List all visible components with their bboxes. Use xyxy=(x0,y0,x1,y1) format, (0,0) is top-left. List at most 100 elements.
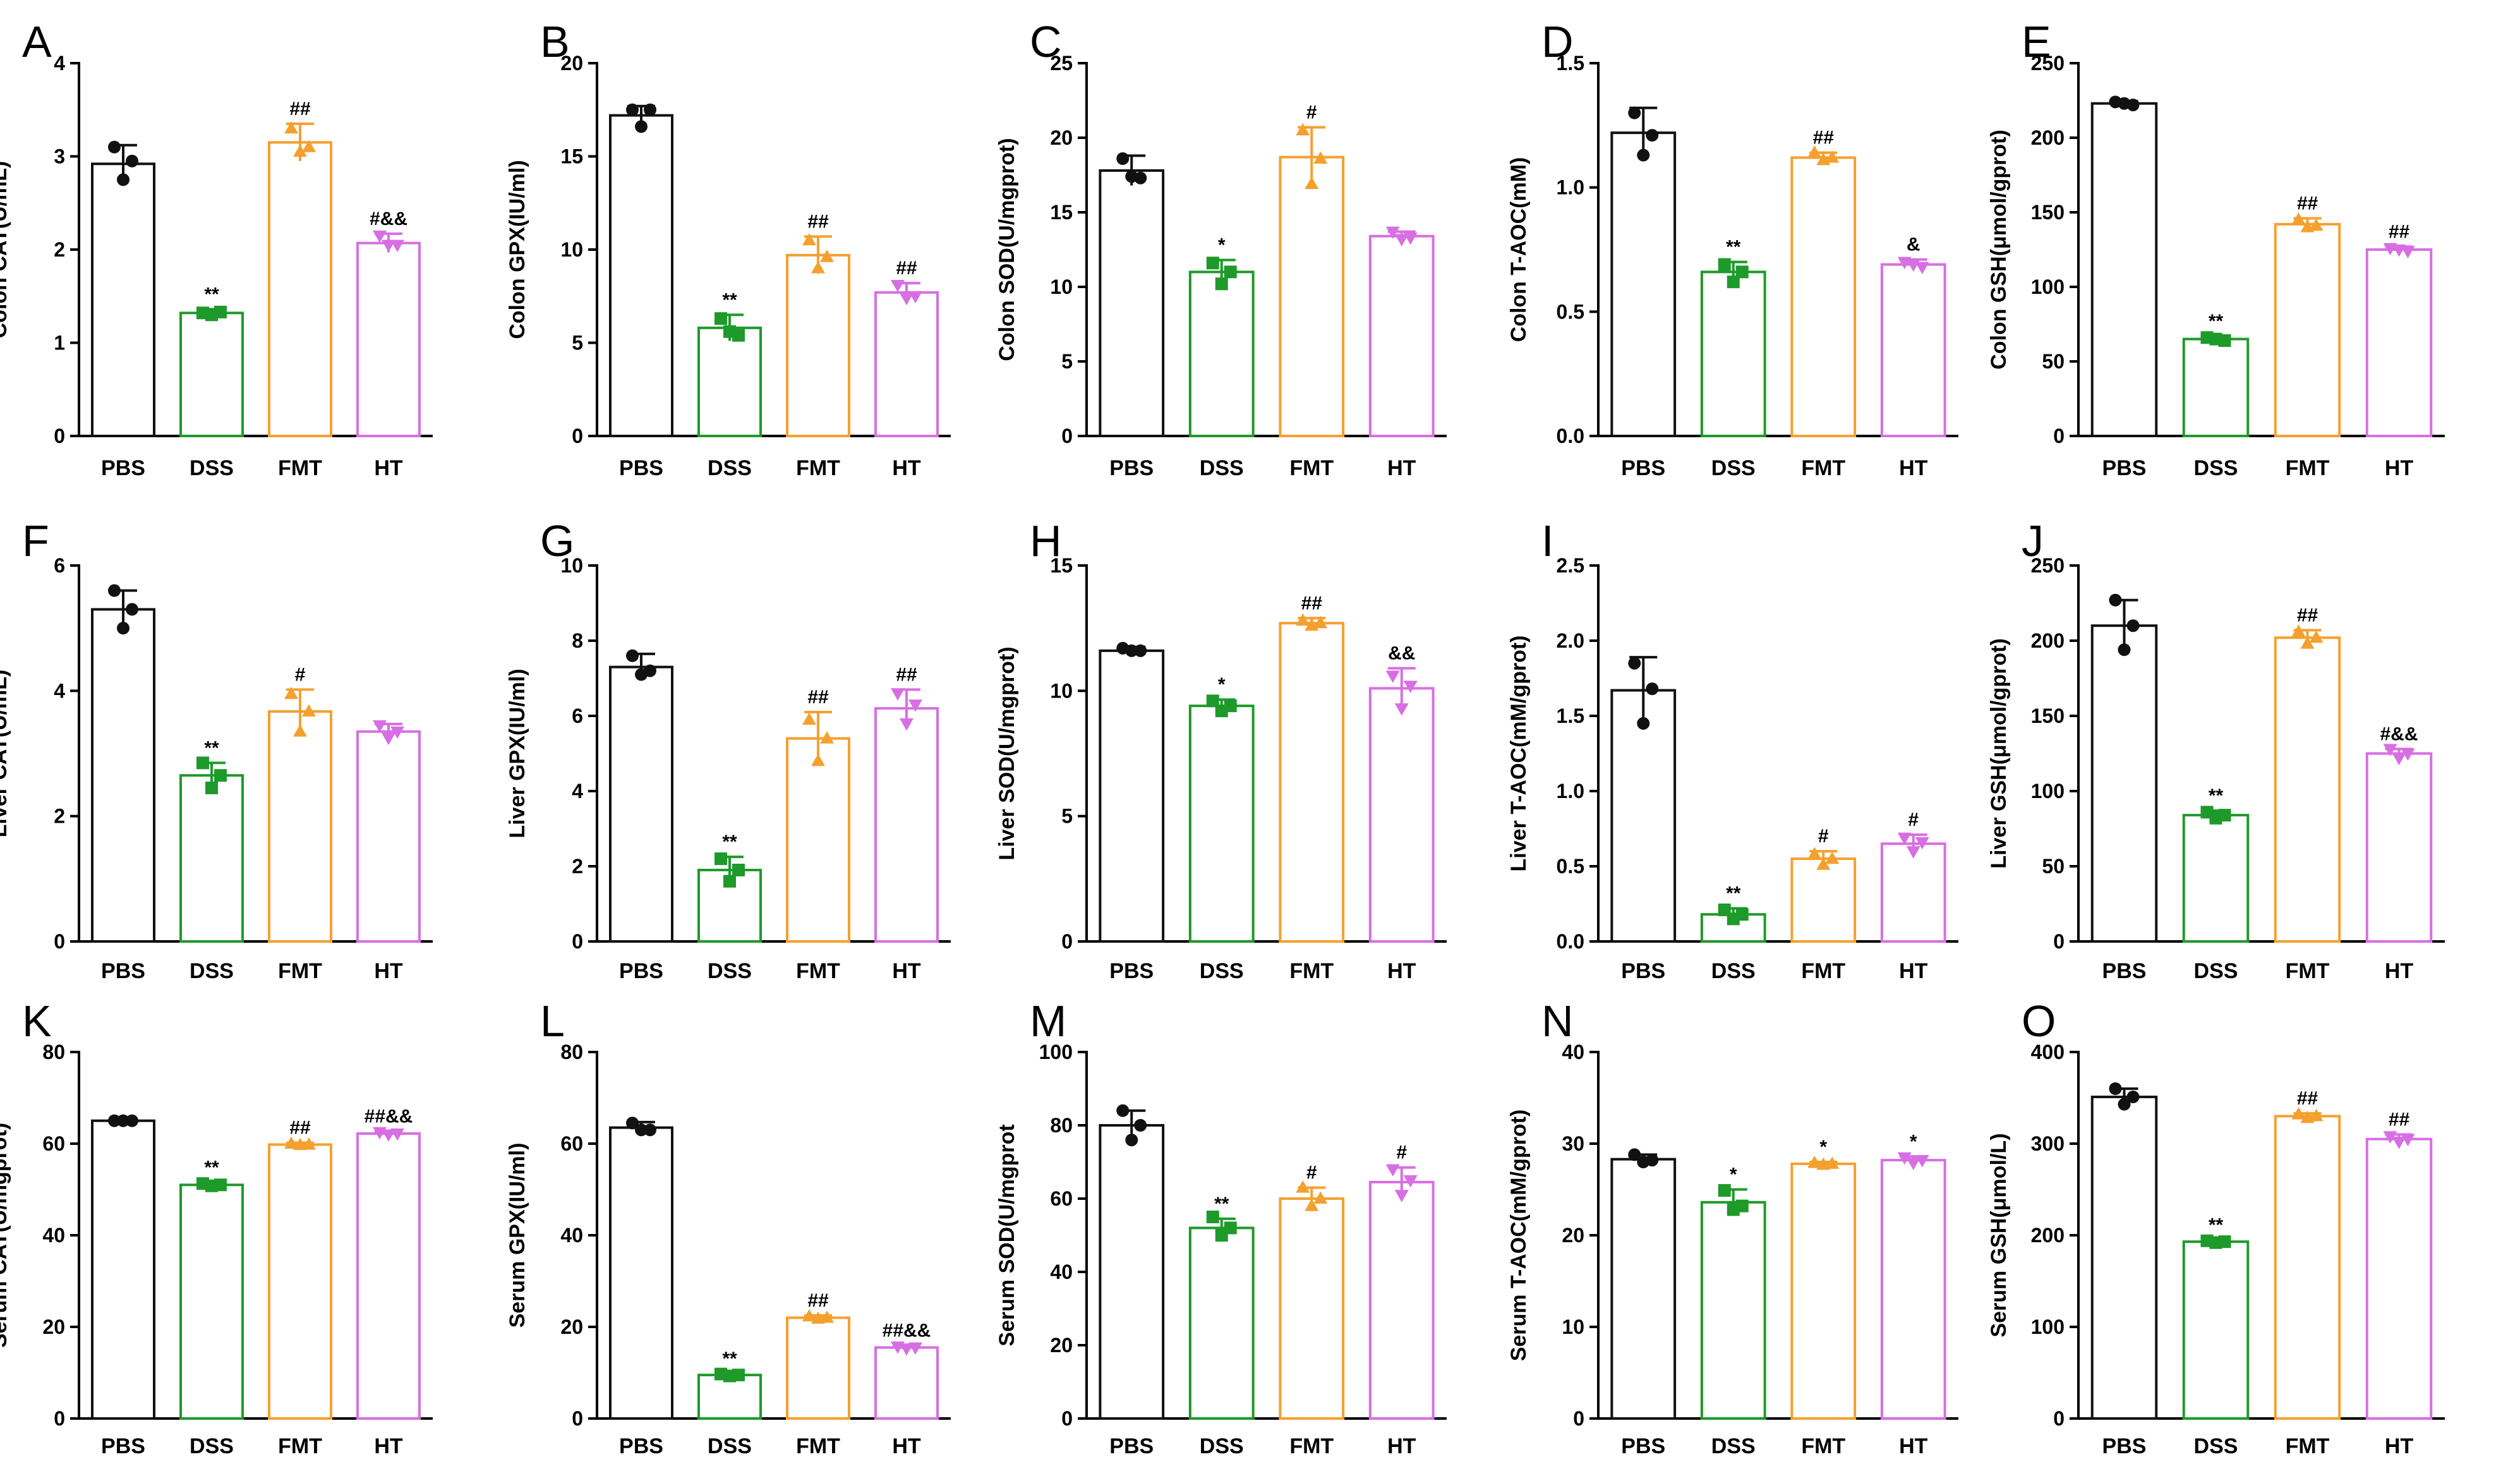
data-point xyxy=(302,1137,316,1150)
x-tick-label: FMT xyxy=(2286,1434,2330,1458)
significance-label: ## xyxy=(289,1118,311,1139)
data-point xyxy=(2300,636,2315,649)
y-tick-label: 40 xyxy=(1050,1261,1073,1283)
x-tick-label: FMT xyxy=(1801,456,1845,480)
data-point xyxy=(1206,1211,1219,1223)
significance-label: && xyxy=(1388,643,1415,664)
data-point xyxy=(1628,656,1641,670)
bar-pbs xyxy=(609,114,673,437)
y-tick-label: 1.5 xyxy=(1557,52,1584,75)
significance-label: * xyxy=(1218,235,1226,256)
bar-ht xyxy=(356,730,421,943)
significance-label: ## xyxy=(2389,1110,2410,1130)
chart-panel-D: D Colon T-AOC(mM) 0.0 0.5 1.0 1.5 PBS ** DSS ## FM… xyxy=(1507,17,1958,480)
x-tick-label: PBS xyxy=(1621,1434,1665,1458)
data-point xyxy=(2291,624,2306,637)
data-point xyxy=(205,782,218,795)
data-point xyxy=(2291,212,2306,225)
y-tick-label: 30 xyxy=(1562,1132,1584,1155)
y-tick-label: 6 xyxy=(54,554,65,577)
data-point xyxy=(802,1309,816,1322)
data-point xyxy=(1727,1203,1740,1216)
data-point xyxy=(811,753,825,766)
y-tick-label: 250 xyxy=(2031,52,2065,75)
bar-ht xyxy=(1368,687,1435,943)
significance-label: ## xyxy=(807,687,829,708)
data-point xyxy=(2126,1091,2140,1104)
bar-ht xyxy=(874,291,939,437)
bar-fmt xyxy=(1279,622,1345,943)
x-tick-label: HT xyxy=(2385,1434,2414,1458)
data-point xyxy=(2392,245,2406,257)
data-point xyxy=(820,1310,834,1323)
x-tick-label: PBS xyxy=(1109,1434,1154,1458)
significance-label: # xyxy=(1908,809,1919,830)
chart-panel-B: B Colon GPX(IU/ml) 0 5 10 15 20 PBS ** DSS ## FMT ##… xyxy=(505,17,951,480)
data-point xyxy=(1897,1152,1912,1165)
data-point xyxy=(802,233,816,246)
data-point xyxy=(108,584,121,597)
significance-label: ## xyxy=(2297,1088,2318,1109)
x-tick-label: DSS xyxy=(190,959,234,983)
significance-label: # xyxy=(1396,1142,1407,1163)
data-point xyxy=(126,154,138,167)
data-point xyxy=(2309,630,2324,643)
x-tick-label: HT xyxy=(892,456,921,480)
bar-dss xyxy=(2182,814,2250,943)
data-point xyxy=(900,293,913,306)
data-point xyxy=(382,732,395,746)
data-point xyxy=(1403,681,1418,693)
y-tick-label: 4 xyxy=(572,780,583,802)
data-point xyxy=(626,649,639,662)
y-axis-label: Colon T-AOC(mM) xyxy=(1507,157,1531,342)
x-tick-label: HT xyxy=(1899,1434,1928,1458)
bar-pbs xyxy=(2090,624,2158,943)
panel-letter: K xyxy=(22,996,52,1046)
x-tick-label: HT xyxy=(1387,456,1416,480)
y-axis-label: Serum SOD(U/mgprot xyxy=(995,1124,1019,1346)
y-tick-label: 80 xyxy=(42,1041,65,1063)
data-point xyxy=(126,1114,138,1127)
data-point xyxy=(2209,811,2222,825)
y-tick-label: 5 xyxy=(572,332,583,354)
significance-label: ** xyxy=(1726,883,1741,904)
x-tick-label: FMT xyxy=(2286,456,2330,480)
significance-label: ** xyxy=(722,289,737,310)
data-point xyxy=(1305,618,1319,631)
x-tick-label: FMT xyxy=(796,959,840,983)
x-tick-label: PBS xyxy=(101,456,145,480)
significance-label: ## xyxy=(896,258,917,279)
bar-pbs xyxy=(2090,102,2158,438)
x-tick-label: HT xyxy=(1387,959,1416,983)
y-tick-label: 80 xyxy=(1050,1114,1073,1137)
y-tick-label: 1.0 xyxy=(1557,176,1584,199)
y-tick-label: 60 xyxy=(1050,1187,1073,1210)
bar-pbs xyxy=(91,608,155,943)
x-tick-label: FMT xyxy=(2286,959,2330,983)
x-tick-label: DSS xyxy=(1200,959,1244,983)
data-point xyxy=(1646,682,1659,696)
y-tick-label: 200 xyxy=(2031,126,2065,149)
bar-pbs xyxy=(91,1119,155,1420)
significance-label: ## xyxy=(1813,128,1835,148)
data-point xyxy=(1385,226,1400,239)
chart-panel-H: H Liver SOD(U/mgprot) 0 5 10 15 PBS * DSS ## FMT &&… xyxy=(995,516,1447,983)
y-tick-label: 0 xyxy=(54,930,65,953)
data-point xyxy=(2126,619,2140,632)
data-point xyxy=(2383,1131,2397,1144)
bar-ht xyxy=(2365,1137,2433,1420)
data-point xyxy=(1206,257,1219,270)
x-tick-label: PBS xyxy=(619,1434,663,1458)
y-axis-label: Serum GPX(IU/ml) xyxy=(505,1143,529,1328)
bar-pbs xyxy=(1099,169,1165,437)
data-point xyxy=(117,622,130,635)
y-tick-label: 4 xyxy=(54,679,65,702)
data-point xyxy=(284,121,298,134)
bar-pbs xyxy=(1099,1124,1165,1420)
x-tick-label: HT xyxy=(2385,959,2414,983)
data-point xyxy=(644,103,656,116)
x-tick-label: HT xyxy=(374,1434,403,1458)
data-point xyxy=(2309,218,2324,231)
bar-dss xyxy=(2182,337,2250,437)
